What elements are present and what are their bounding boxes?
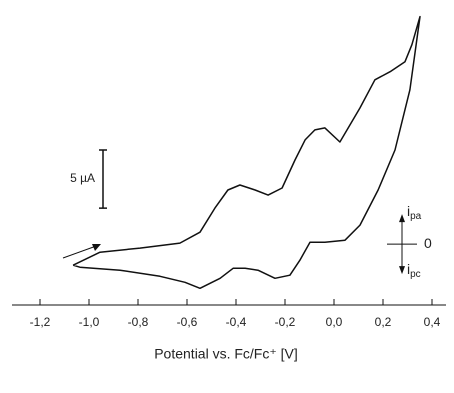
label-sub: pa	[410, 211, 422, 222]
cv-curve	[72, 15, 421, 290]
scale-label: 5 µA	[70, 171, 95, 185]
arrow-up	[399, 214, 405, 223]
label-main: i	[407, 261, 410, 277]
cathodic-label: ipc	[407, 261, 421, 280]
x-tick-label: -1,2	[30, 315, 51, 329]
arrow-head	[92, 244, 101, 251]
zero-label: 0	[424, 235, 432, 251]
x-tick-label: 0,4	[424, 315, 441, 329]
x-axis-title: Potential vs. Fc/Fc⁺ [V]	[154, 346, 298, 362]
direction-arrow	[62, 244, 100, 259]
x-tick-label: -0,8	[128, 315, 149, 329]
anodic-label: ipa	[407, 203, 422, 222]
label-main: i	[407, 203, 410, 219]
x-tick-label: 0,0	[326, 315, 343, 329]
arrow-down	[399, 266, 405, 275]
x-tick-label: -0,6	[177, 315, 198, 329]
label-sub: pc	[410, 269, 421, 280]
x-tick-label: -1,0	[79, 315, 100, 329]
x-tick-label: -0,4	[226, 315, 247, 329]
x-tick-label: 0,2	[375, 315, 392, 329]
x-tick-label: -0,2	[275, 315, 296, 329]
